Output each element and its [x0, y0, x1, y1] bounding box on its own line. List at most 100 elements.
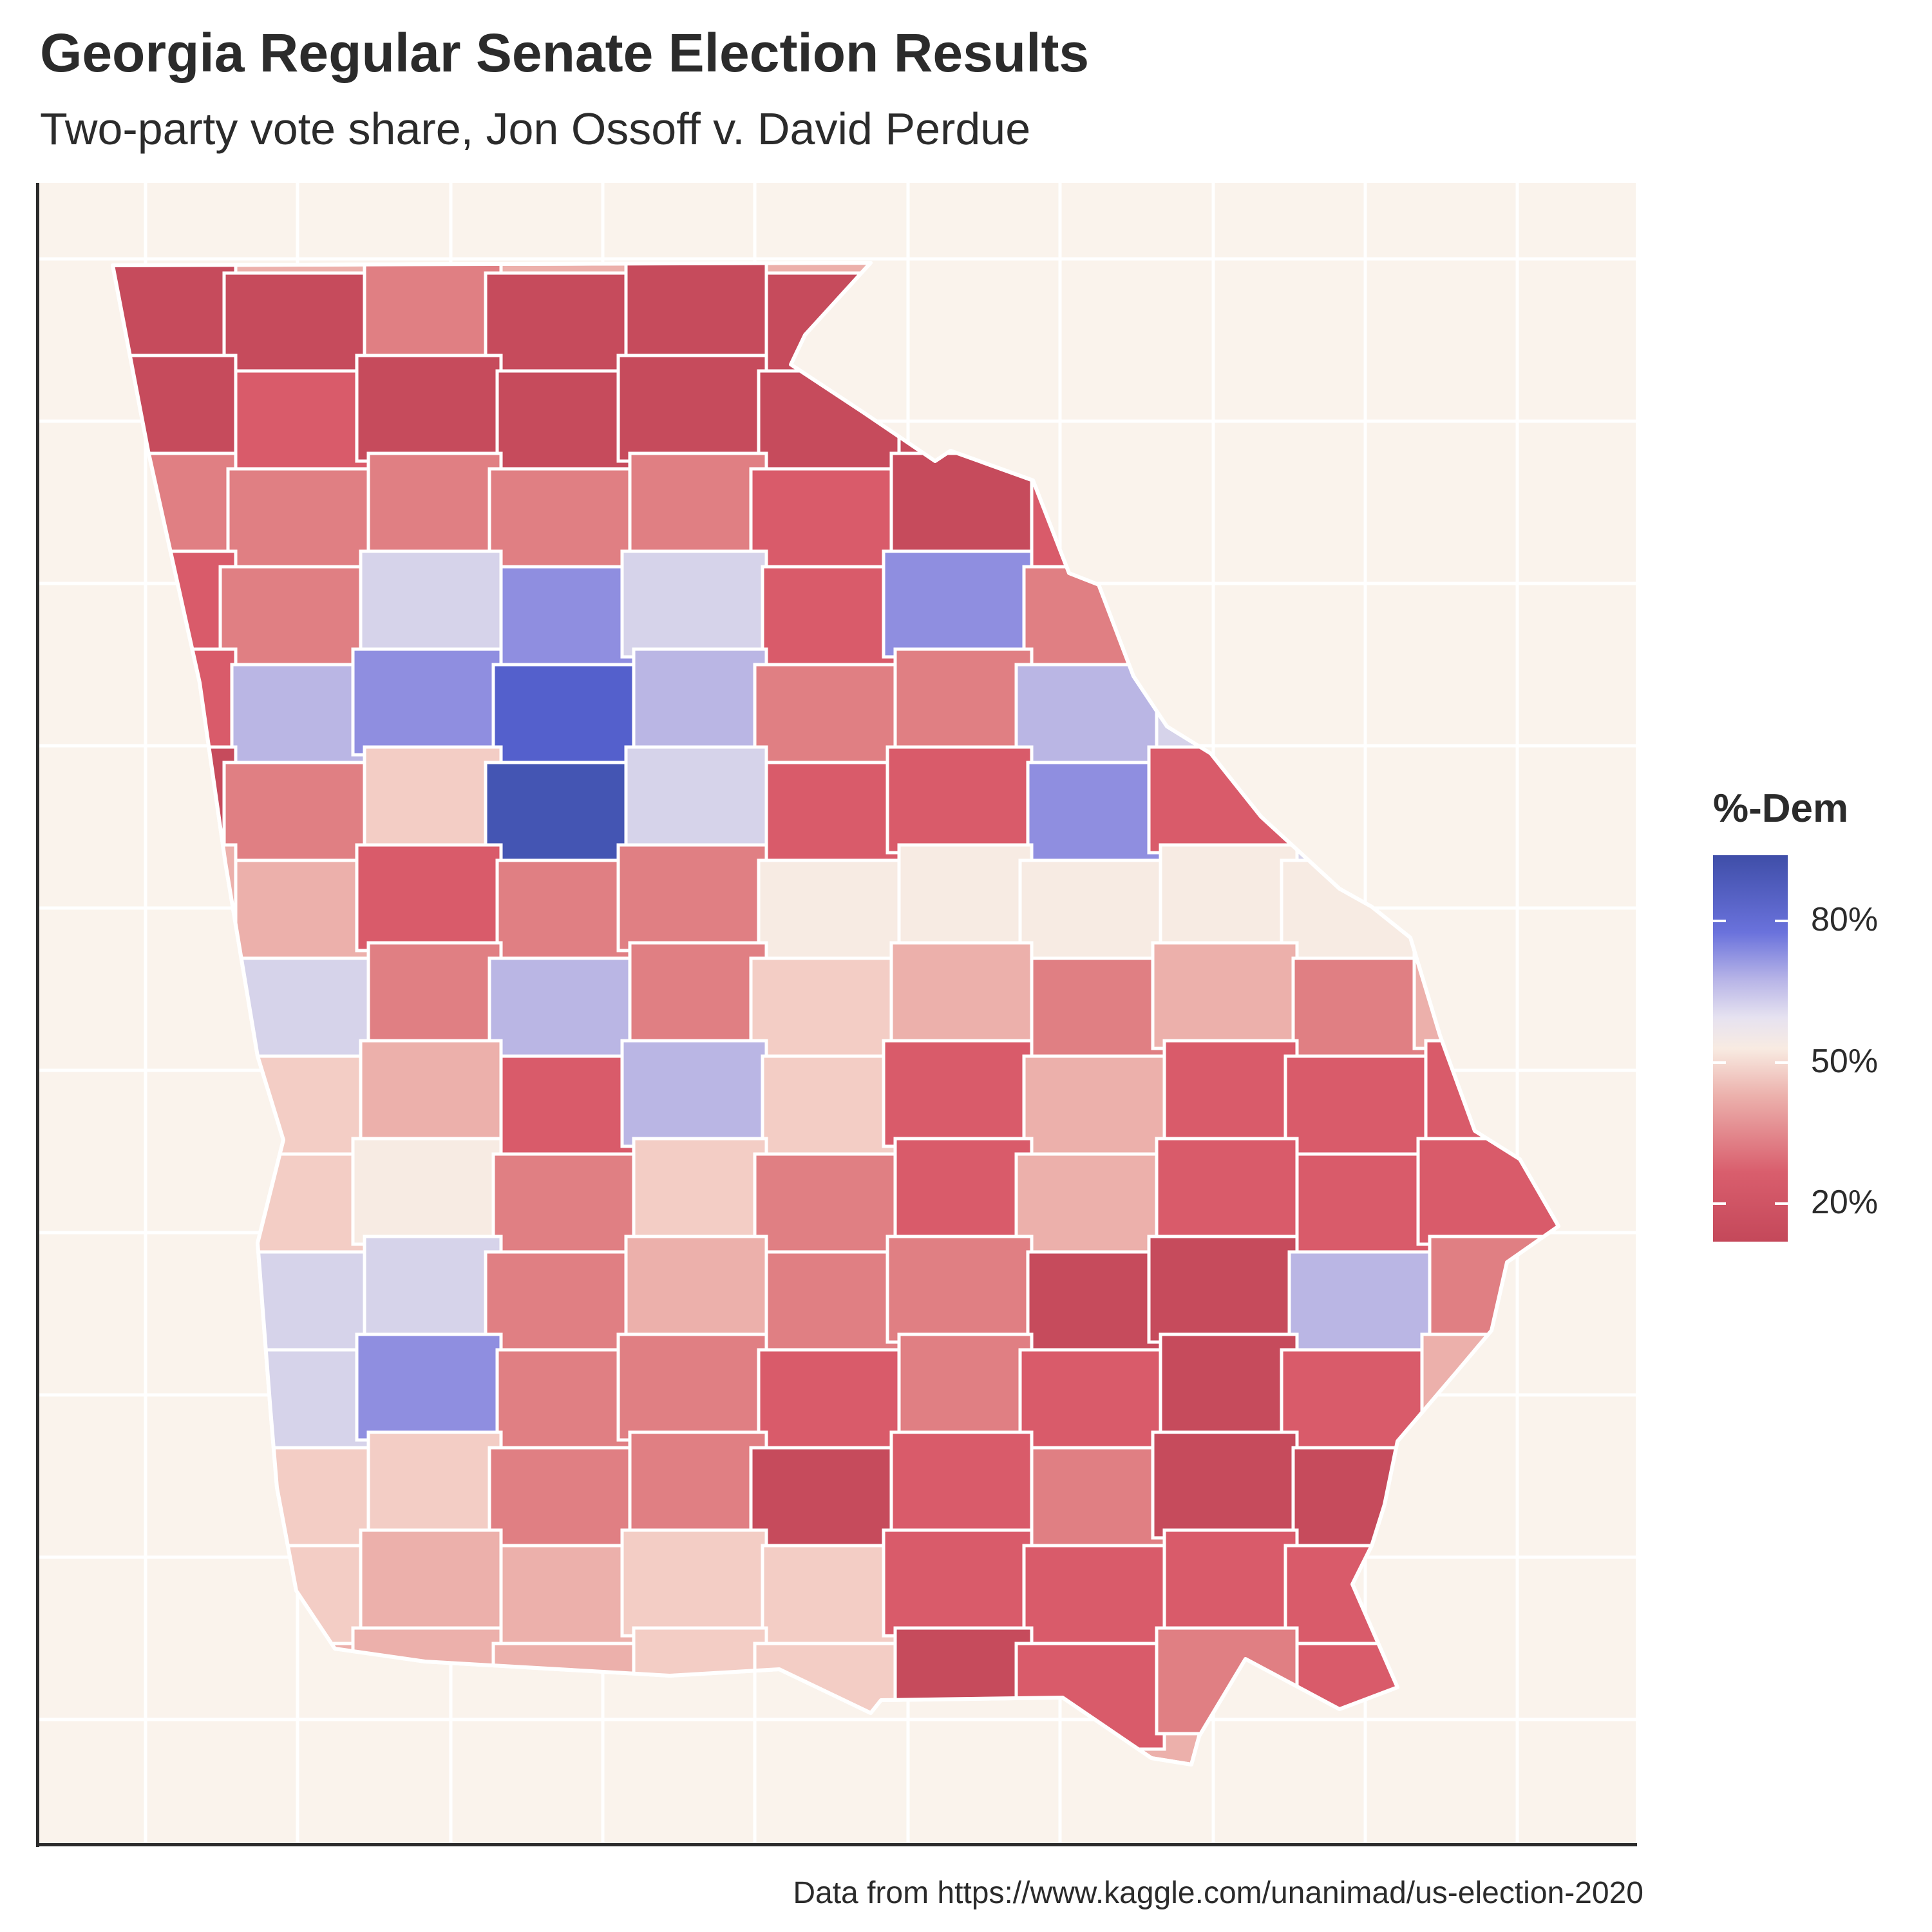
- county-shape: [234, 858, 370, 968]
- county-shape: [113, 1137, 238, 1246]
- county-shape: [1291, 956, 1432, 1066]
- county-shape: [632, 1137, 768, 1246]
- county-shape: [113, 1430, 238, 1540]
- county-shape: [363, 263, 503, 365]
- county-shape: [1155, 1626, 1299, 1736]
- county-shape: [1014, 663, 1166, 772]
- county-shape: [628, 451, 768, 561]
- county-shape: [355, 843, 503, 952]
- county-shape: [1151, 1430, 1299, 1540]
- county-shape: [222, 1250, 370, 1359]
- county-shape: [1155, 1137, 1299, 1246]
- county-shape: [624, 263, 768, 365]
- county-shape: [757, 858, 901, 968]
- legend-tick-mark: [1775, 1061, 1788, 1064]
- county-shape: [1424, 1528, 1558, 1638]
- state-border: [111, 261, 1560, 1766]
- county-shape: [1280, 369, 1432, 478]
- county-shape: [113, 1039, 238, 1148]
- county-shape: [230, 1152, 370, 1262]
- county-shape: [1412, 451, 1558, 561]
- county-shape: [889, 1430, 1034, 1540]
- legend-tick-label: 50%: [1811, 1042, 1879, 1080]
- legend-tick-mark: [1775, 1202, 1788, 1206]
- county-shape: [355, 354, 503, 463]
- county-shape: [886, 1235, 1034, 1344]
- county-shape: [620, 1039, 768, 1148]
- county-shape: [222, 271, 370, 381]
- county-shape: [749, 1446, 901, 1555]
- legend-title: %-Dem: [1713, 786, 1849, 831]
- county-shape: [363, 745, 503, 855]
- county-shape: [886, 745, 1034, 855]
- county-shape: [893, 1626, 1034, 1736]
- county-shape: [359, 1528, 503, 1638]
- chart-subtitle: Two-party vote share, Jon Ossoff v. Davi…: [40, 104, 1031, 154]
- county-shape: [764, 1250, 901, 1359]
- legend-tick-mark: [1713, 920, 1726, 923]
- county-shape: [230, 1642, 370, 1751]
- legend-colorbar: [1713, 855, 1788, 1242]
- county-shape: [1295, 1152, 1432, 1262]
- county-shape: [113, 647, 238, 757]
- county-shape: [1162, 1528, 1299, 1638]
- county-shape: [218, 1054, 370, 1164]
- county-shape: [1030, 1446, 1166, 1555]
- county-shape: [1162, 549, 1299, 659]
- county-shape: [757, 1348, 901, 1457]
- county-shape: [761, 1544, 901, 1653]
- county-shape: [359, 1039, 503, 1148]
- county-shape: [484, 1250, 636, 1359]
- county-shape: [234, 1348, 370, 1457]
- county-shape: [1428, 1235, 1558, 1344]
- county-shape: [351, 1137, 503, 1246]
- county-shape: [1412, 941, 1558, 1050]
- county-shape: [893, 1137, 1034, 1246]
- county-shape: [491, 1642, 636, 1751]
- county-shape: [1416, 647, 1558, 757]
- county-shape: [749, 956, 901, 1066]
- county-shape: [1412, 1430, 1558, 1540]
- county-shape: [620, 549, 768, 659]
- county-shape: [1287, 1250, 1432, 1359]
- county-shape: [616, 354, 768, 463]
- county-shape: [222, 761, 370, 870]
- county-shape: [764, 761, 901, 870]
- county-shape: [491, 663, 636, 772]
- county-shape: [113, 354, 238, 463]
- county-shape: [366, 451, 503, 561]
- county-shape: [632, 1626, 768, 1736]
- county-shape: [1280, 1348, 1432, 1457]
- county-shape: [1287, 271, 1432, 381]
- county-shape: [366, 941, 503, 1050]
- county-shape: [1420, 354, 1558, 463]
- data-source-caption: Data from https://www.kaggle.com/unanima…: [793, 1876, 1643, 1910]
- county-shape: [488, 1446, 636, 1555]
- county-shape: [359, 549, 503, 659]
- county-shape: [897, 354, 1034, 463]
- county-shape: [113, 549, 238, 659]
- county-shape: [1026, 1250, 1166, 1359]
- county-shape: [889, 941, 1034, 1050]
- county-shape: [1018, 858, 1166, 968]
- county-shape: [1147, 263, 1299, 365]
- county-shape: [1030, 467, 1166, 576]
- county-shape: [628, 1430, 768, 1540]
- county-shape: [1416, 1626, 1558, 1736]
- county-shape: [491, 1152, 636, 1262]
- county-shape: [484, 271, 636, 381]
- county-shape: [889, 451, 1034, 561]
- county-shape: [351, 647, 503, 757]
- county-shape: [113, 843, 238, 952]
- county-shape: [499, 565, 636, 674]
- county-shape: [749, 467, 901, 576]
- legend-tick-label: 20%: [1811, 1184, 1879, 1222]
- county-shape: [484, 761, 636, 870]
- county-shape: [882, 1039, 1034, 1148]
- county-shape: [620, 1528, 768, 1638]
- county-shape: [753, 663, 901, 772]
- county-shape: [897, 843, 1034, 952]
- county-shape: [1026, 761, 1166, 870]
- county-shape: [1159, 843, 1299, 952]
- legend-tick-label: 80%: [1811, 901, 1879, 939]
